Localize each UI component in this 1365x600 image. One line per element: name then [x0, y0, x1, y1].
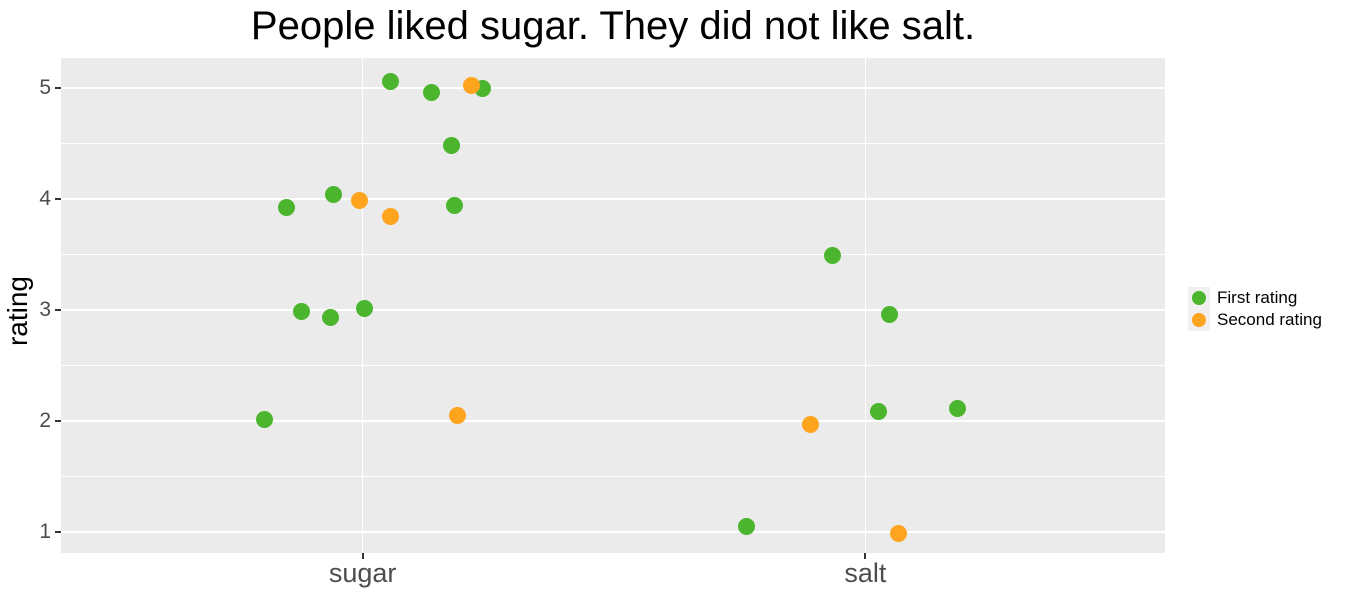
legend-key [1188, 309, 1210, 331]
y-tick-mark [55, 531, 61, 533]
data-point-first-rating [446, 197, 464, 215]
data-point-first-rating [443, 137, 461, 155]
plot-title: People liked sugar. They did not like sa… [250, 4, 976, 48]
data-point-first-rating [881, 305, 899, 323]
y-tick-mark [55, 420, 61, 422]
x-tick-mark [864, 553, 867, 559]
y-tick-label: 4 [39, 187, 51, 210]
legend-label: First rating [1217, 288, 1298, 307]
x-category-label: salt [844, 558, 887, 588]
second-rating-dot-icon [1192, 313, 1206, 327]
legend-key [1188, 287, 1210, 309]
y-tick-label: 3 [39, 298, 51, 321]
data-point-first-rating [382, 72, 400, 90]
data-point-second-rating [890, 524, 908, 542]
data-point-first-rating [948, 400, 966, 418]
data-point-first-rating [324, 186, 342, 204]
data-point-first-rating [356, 300, 374, 318]
plot-panel [61, 58, 1165, 553]
y-tick-label: 5 [39, 76, 51, 99]
data-point-first-rating [823, 247, 841, 265]
first-rating-dot-icon [1192, 291, 1206, 305]
gridline-major-y-2 [61, 420, 1165, 422]
y-tick-label: 2 [39, 409, 51, 432]
data-point-second-rating [449, 406, 467, 424]
legend: First rating Second rating [1188, 287, 1322, 331]
gridline-major-y-1 [61, 531, 1165, 533]
y-tick-mark [55, 198, 61, 200]
gridline-major-x-salt [864, 58, 867, 553]
data-point-second-rating [463, 77, 481, 95]
y-tick-mark [55, 87, 61, 89]
gridline-minor-y-1.5 [61, 476, 1165, 477]
gridline-major-y-4 [61, 198, 1165, 200]
gridline-major-y-3 [61, 309, 1165, 311]
data-point-first-rating [422, 83, 440, 101]
data-point-second-rating [382, 208, 400, 226]
data-point-first-rating [256, 411, 274, 429]
legend-item-second-rating: Second rating [1188, 309, 1322, 331]
gridline-minor-y-2.5 [61, 365, 1165, 366]
x-category-label: sugar [328, 558, 397, 588]
data-point-first-rating [293, 302, 311, 320]
legend-label: Second rating [1217, 310, 1322, 329]
y-tick-label: 1 [39, 520, 51, 543]
data-point-first-rating [737, 517, 755, 535]
data-point-first-rating [869, 402, 887, 420]
data-point-first-rating [278, 199, 296, 217]
y-tick-mark [55, 309, 61, 311]
gridline-minor-y-4.5 [61, 143, 1165, 144]
data-point-second-rating [351, 191, 369, 209]
gridline-major-y-5 [61, 87, 1165, 89]
legend-item-first-rating: First rating [1188, 287, 1322, 309]
data-point-second-rating [802, 415, 820, 433]
data-point-first-rating [321, 309, 339, 327]
gridline-minor-y-3.5 [61, 254, 1165, 255]
x-tick-mark [361, 553, 364, 559]
